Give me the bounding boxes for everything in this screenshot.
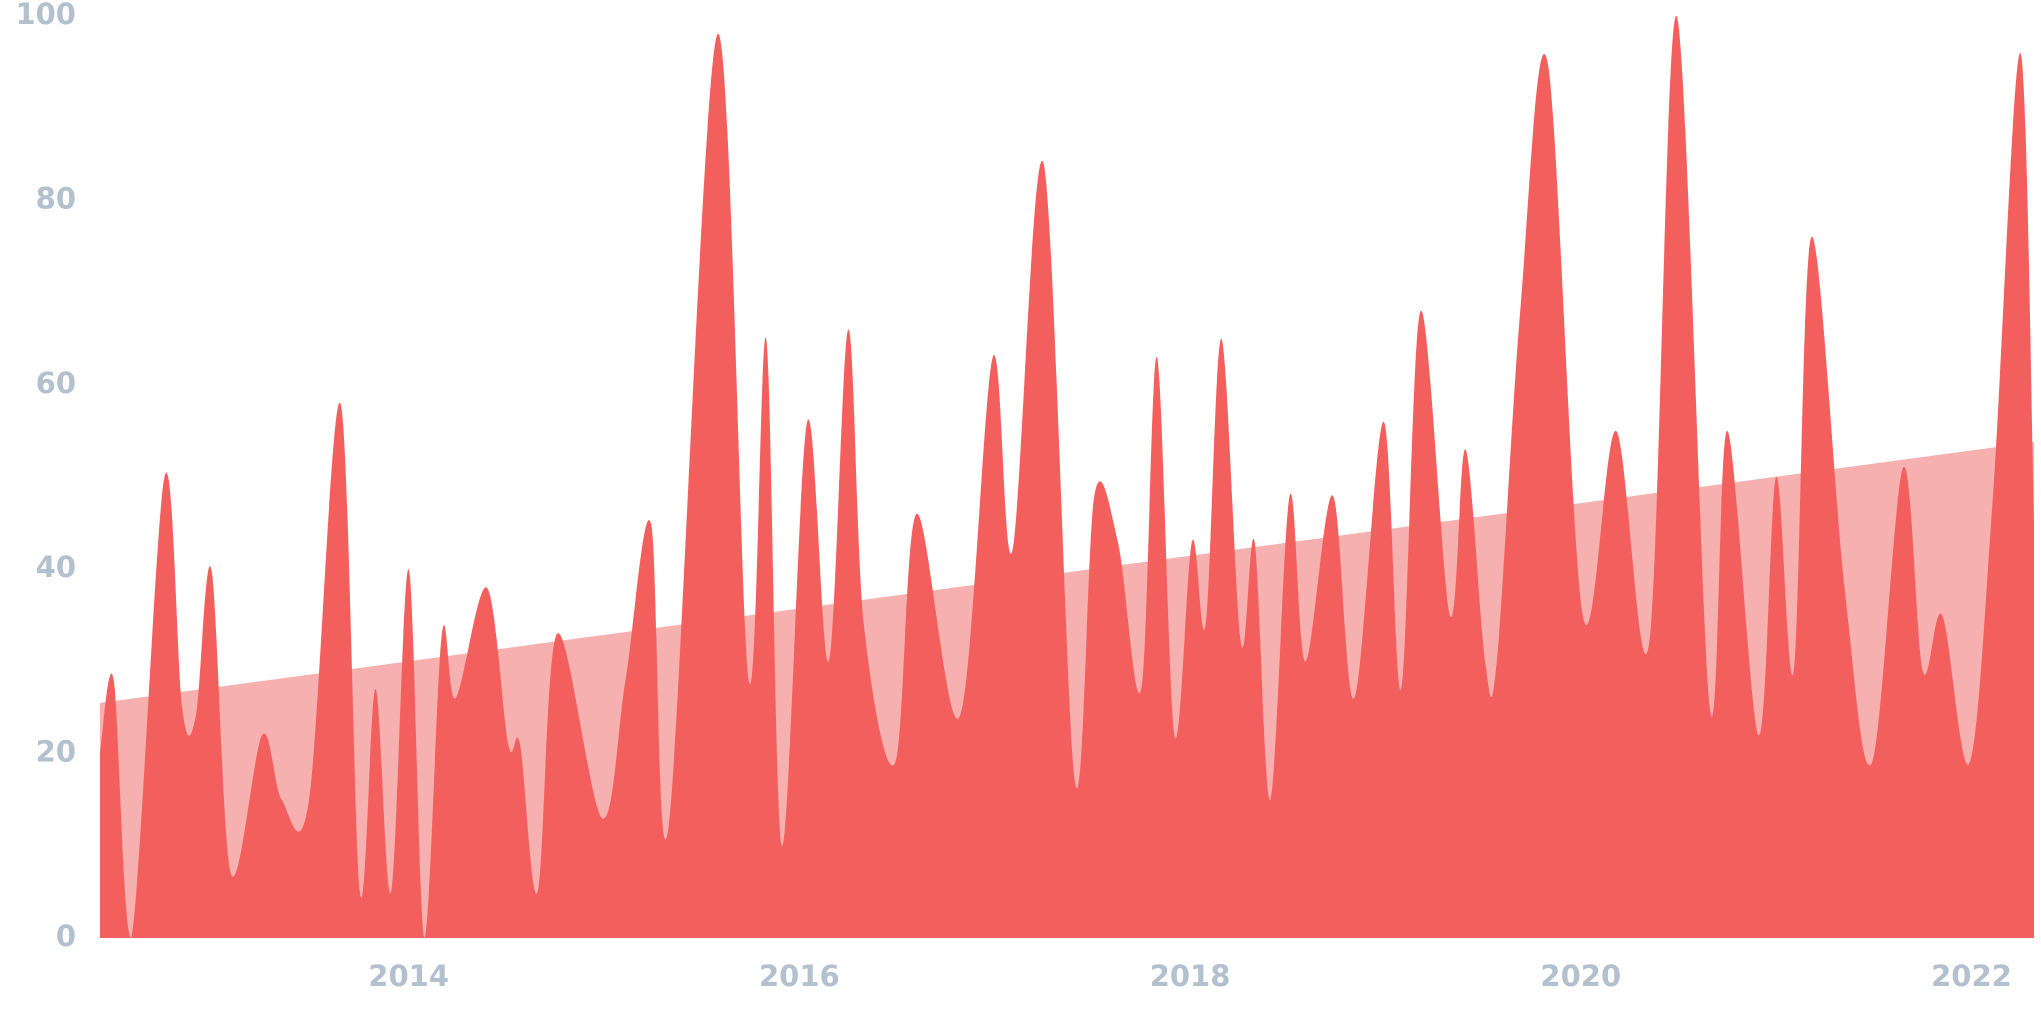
x-tick-label: 2016 — [759, 959, 840, 993]
y-tick-label: 80 — [36, 181, 76, 215]
y-tick-label: 60 — [36, 366, 76, 400]
x-tick-label: 2018 — [1150, 959, 1231, 993]
area — [100, 15, 2034, 938]
x-tick-label: 2020 — [1540, 959, 1621, 993]
x-tick-label: 2014 — [368, 959, 449, 993]
y-tick-label: 100 — [15, 0, 76, 31]
y-tick-label: 40 — [36, 550, 76, 584]
x-tick-label: 2022 — [1931, 959, 2012, 993]
y-tick-label: 0 — [56, 919, 76, 953]
y-tick-label: 20 — [36, 735, 76, 769]
